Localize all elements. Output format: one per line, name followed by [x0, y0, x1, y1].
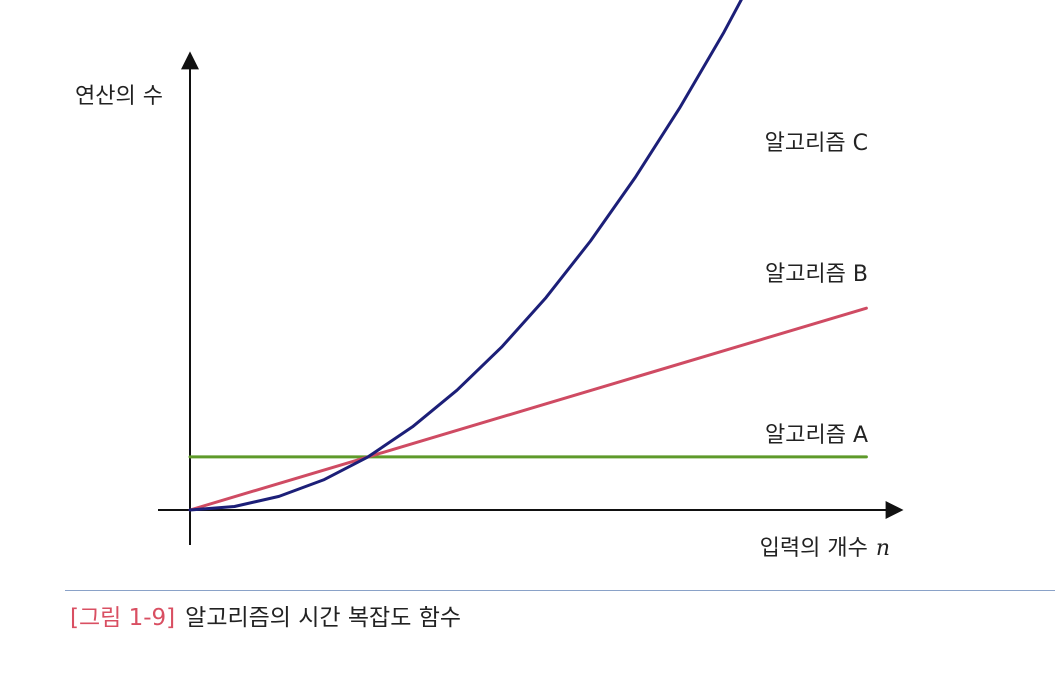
figure-caption: [그림 1-9] 알고리즘의 시간 복잡도 함수	[70, 598, 461, 632]
x-axis-label: 입력의 개수 n	[760, 536, 890, 561]
series-line-b	[188, 306, 868, 512]
figure-number: [그림 1-9]	[70, 605, 176, 631]
series-layer	[188, 0, 868, 512]
x-axis-label-text: 입력의 개수	[760, 536, 868, 561]
y-axis-label: 연산의 수	[75, 84, 163, 109]
series-label-a: 알고리즘 A	[765, 423, 868, 448]
x-axis-label-variable: n	[876, 536, 890, 561]
caption-text: 알고리즘의 시간 복잡도 함수	[185, 605, 462, 631]
series-label-b: 알고리즘 B	[765, 262, 868, 287]
series-line-c	[188, 0, 743, 512]
caption-divider	[65, 590, 1055, 591]
series-label-c: 알고리즘 C	[765, 131, 868, 156]
